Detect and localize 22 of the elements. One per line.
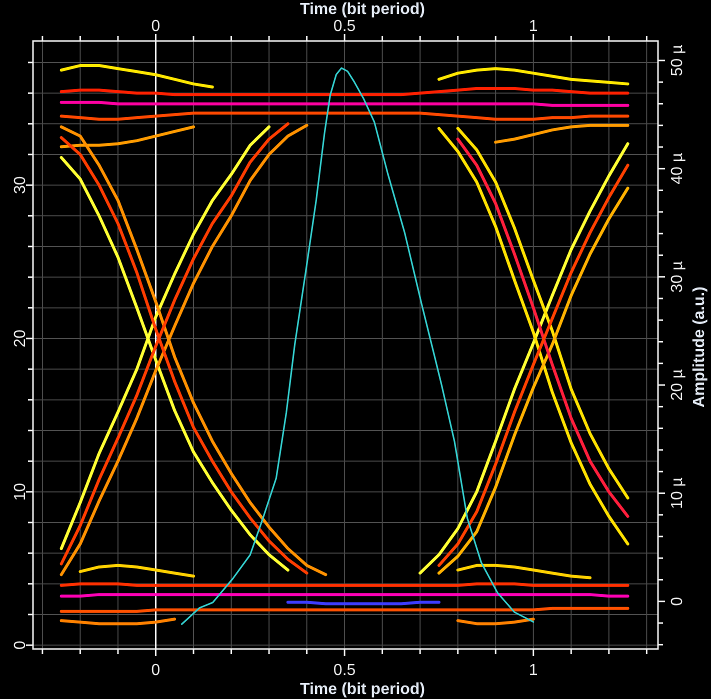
y-tick-label: 30 <box>12 176 29 194</box>
y2-tick-label: 50 µ <box>669 44 686 76</box>
x-axis-title: Time (bit period) <box>300 681 426 698</box>
y2-tick-label: 10 µ <box>669 477 686 509</box>
line-series <box>180 67 534 625</box>
y-tick-label: 0 <box>12 640 29 650</box>
x2-axis-title: Time (bit period) <box>300 1 426 18</box>
x2-tick-label: 1 <box>528 662 538 679</box>
line-series <box>60 112 630 121</box>
y2-tick-label: 40 µ <box>669 152 686 184</box>
x-tick-label: 0 <box>151 18 160 35</box>
y2-tick-label: 20 µ <box>669 369 686 401</box>
y-tick-label: 20 <box>12 329 29 348</box>
x2-tick-label: 0 <box>151 662 160 679</box>
y2-axis-title: Amplitude (a.u.) <box>691 286 708 408</box>
x2-tick-label: 0.5 <box>333 662 356 679</box>
x-tick-label: 0.5 <box>333 18 356 35</box>
line-series <box>60 87 630 96</box>
y-tick-label: 10 <box>12 482 29 501</box>
y2-tick-label: 30 µ <box>669 261 686 293</box>
y2-tick-label: 0 <box>669 596 686 606</box>
x-tick-label: 1 <box>528 18 538 35</box>
